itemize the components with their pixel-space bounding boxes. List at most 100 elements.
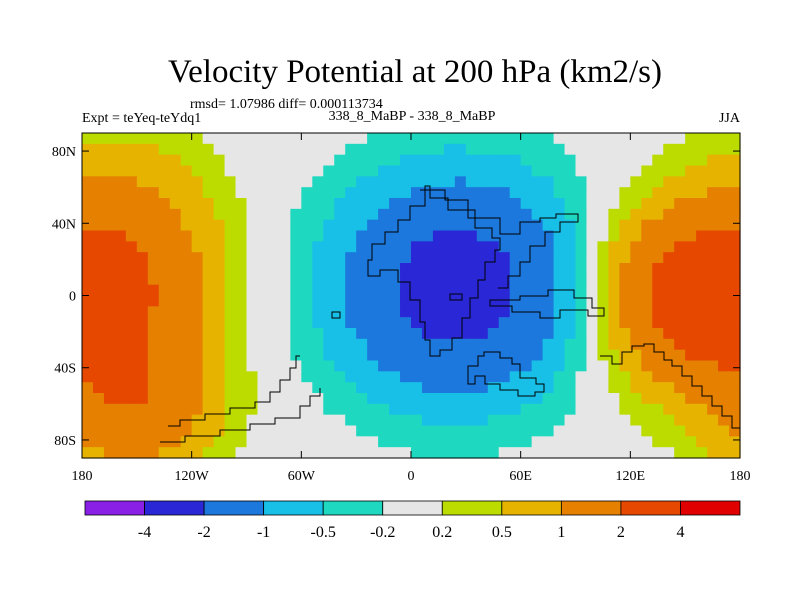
field-cell [356, 425, 368, 437]
field-cell [158, 241, 171, 253]
field-cell [465, 208, 478, 221]
field-cell [378, 133, 390, 145]
field-cell [465, 154, 478, 167]
field-cell [476, 295, 489, 307]
field-cell [92, 230, 105, 242]
field-cell [82, 230, 94, 242]
field-cell [498, 371, 511, 383]
field-cell [136, 425, 149, 437]
field-cell [674, 436, 686, 448]
field-cell [125, 393, 138, 405]
field-cell [718, 360, 730, 372]
stats-label: rmsd= 1.07986 diff= 0.000113734 [190, 97, 383, 112]
field-cell [707, 187, 719, 199]
field-cell [575, 360, 588, 372]
field-cell [125, 143, 138, 156]
field-cell [674, 273, 686, 286]
field-cell [619, 252, 631, 264]
field-cell [586, 425, 599, 437]
field-cell [246, 154, 259, 167]
field-cell [169, 165, 182, 177]
field-cell [147, 241, 160, 253]
field-cell [411, 219, 423, 232]
field-cell [729, 154, 741, 167]
field-cell [652, 338, 664, 351]
field-cell [103, 198, 116, 210]
field-cell [542, 403, 555, 416]
field-cell [356, 252, 368, 264]
field-cell [674, 284, 686, 297]
field-cell [531, 143, 544, 156]
field-cell [268, 328, 280, 340]
field-cell [169, 306, 182, 318]
field-cell [542, 187, 555, 199]
field-cell [663, 371, 675, 383]
field-cell [553, 414, 566, 427]
field-cell [608, 208, 620, 221]
field-cell [597, 447, 609, 459]
field-cell [498, 425, 511, 437]
field-cell [608, 414, 620, 427]
field-cell [345, 208, 357, 221]
field-cell [389, 295, 401, 307]
field-cell [345, 393, 357, 405]
field-cell [389, 447, 401, 459]
field-cell [114, 143, 127, 156]
field-cell [202, 306, 215, 318]
field-cell [674, 230, 686, 242]
field-cell [476, 252, 489, 264]
field-cell [213, 414, 226, 427]
field-cell [400, 154, 412, 167]
field-cell [696, 295, 708, 307]
field-cell [531, 263, 544, 275]
field-cell [147, 447, 160, 459]
field-cell [707, 338, 719, 351]
field-cell [729, 360, 741, 372]
field-cell [487, 219, 500, 232]
field-cell [608, 273, 620, 286]
field-cell [553, 165, 566, 177]
field-cell [301, 338, 313, 351]
field-cell [553, 338, 566, 351]
field-cell [487, 328, 500, 340]
field-cell [290, 425, 302, 437]
field-cell [685, 338, 697, 351]
field-cell [114, 252, 127, 264]
field-cell [290, 263, 302, 275]
field-cell [498, 328, 511, 340]
field-cell [652, 393, 664, 405]
field-cell [718, 328, 730, 340]
field-cell [367, 447, 379, 459]
field-cell [180, 133, 193, 145]
field-cell [476, 263, 489, 275]
field-cell [718, 447, 730, 459]
field-cell [235, 360, 248, 372]
field-cell [312, 154, 324, 167]
field-cell [509, 436, 522, 448]
field-cell [652, 349, 664, 362]
field-cell [400, 165, 412, 177]
field-cell [542, 349, 555, 362]
field-cell [498, 263, 511, 275]
field-cell [652, 436, 664, 448]
field-cell [498, 295, 511, 307]
field-cell [279, 371, 291, 383]
field-cell [520, 338, 533, 351]
field-cell [147, 284, 160, 297]
field-cell [114, 425, 127, 437]
field-cell [630, 198, 642, 210]
field-cell [454, 133, 467, 145]
field-cell [411, 306, 423, 318]
field-cell [213, 403, 226, 416]
field-cell [169, 187, 182, 199]
field-cell [663, 393, 675, 405]
field-cell [235, 187, 248, 199]
field-cell [553, 208, 566, 221]
field-cell [487, 208, 500, 221]
field-cell [586, 328, 599, 340]
field-cell [158, 165, 171, 177]
field-cell [509, 414, 522, 427]
field-cell [663, 273, 675, 286]
field-cell [729, 306, 741, 318]
field-cell [213, 371, 226, 383]
